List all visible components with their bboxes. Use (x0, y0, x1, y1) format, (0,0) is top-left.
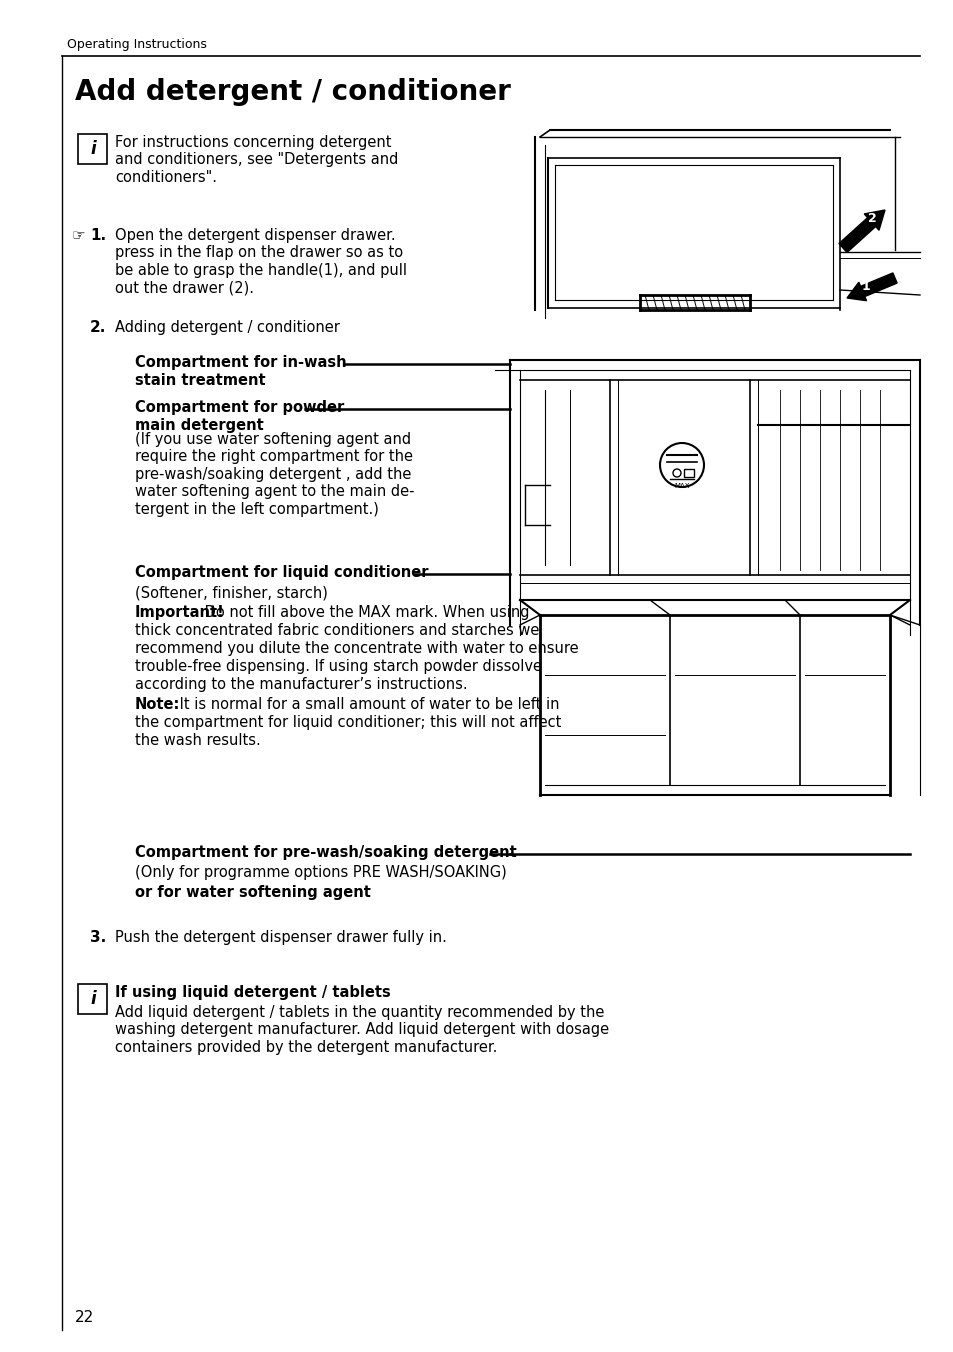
Bar (683, 469, 693, 477)
Text: 1: 1 (861, 280, 869, 293)
Text: Compartment for liquid conditioner: Compartment for liquid conditioner (135, 565, 428, 580)
Text: Adding detergent / conditioner: Adding detergent / conditioner (115, 320, 339, 335)
Text: Add liquid detergent / tablets in the quantity recommended by the
washing deterg: Add liquid detergent / tablets in the qu… (115, 1005, 608, 1055)
Text: Compartment for powder: Compartment for powder (135, 400, 344, 415)
Text: It is normal for a small amount of water to be left in: It is normal for a small amount of water… (174, 698, 558, 713)
Text: trouble-free dispensing. If using starch powder dissolve: trouble-free dispensing. If using starch… (135, 658, 541, 675)
FancyArrow shape (838, 210, 884, 253)
Text: 1.: 1. (90, 228, 106, 243)
Text: recommend you dilute the concentrate with water to ensure: recommend you dilute the concentrate wit… (135, 641, 578, 656)
Text: 2.: 2. (90, 320, 107, 335)
Text: Note:: Note: (135, 698, 180, 713)
Text: For instructions concerning detergent
and conditioners, see "Detergents and
cond: For instructions concerning detergent an… (115, 135, 398, 185)
Text: the compartment for liquid conditioner; this will not affect: the compartment for liquid conditioner; … (135, 715, 560, 730)
Text: Important!: Important! (135, 604, 225, 621)
Text: Push the detergent dispenser drawer fully in.: Push the detergent dispenser drawer full… (115, 930, 446, 945)
Text: thick concentrated fabric conditioners and starches we: thick concentrated fabric conditioners a… (135, 623, 538, 638)
Text: according to the manufacturer’s instructions.: according to the manufacturer’s instruct… (135, 677, 467, 692)
Text: (Only for programme options PRE WASH/SOAKING): (Only for programme options PRE WASH/SOA… (135, 865, 506, 880)
Text: i: i (90, 990, 95, 1009)
Text: main detergent: main detergent (135, 418, 263, 433)
Text: Compartment for pre-wash/soaking detergent: Compartment for pre-wash/soaking deterge… (135, 845, 517, 860)
FancyBboxPatch shape (78, 134, 108, 164)
Text: 22: 22 (75, 1310, 94, 1325)
Text: 2: 2 (866, 211, 876, 224)
Text: Open the detergent dispenser drawer.
press in the flap on the drawer so as to
be: Open the detergent dispenser drawer. pre… (115, 228, 407, 295)
Text: stain treatment: stain treatment (135, 373, 265, 388)
Text: 3.: 3. (90, 930, 106, 945)
Text: MAX: MAX (674, 483, 689, 489)
Text: If using liquid detergent / tablets: If using liquid detergent / tablets (115, 986, 391, 1000)
Text: Do not fill above the MAX mark. When using: Do not fill above the MAX mark. When usi… (200, 604, 529, 621)
Text: or for water softening agent: or for water softening agent (135, 886, 371, 900)
FancyBboxPatch shape (78, 983, 108, 1014)
Text: ☞: ☞ (71, 228, 86, 243)
Text: (Softener, finisher, starch): (Softener, finisher, starch) (135, 585, 328, 600)
Text: Add detergent / conditioner: Add detergent / conditioner (75, 78, 511, 105)
Text: Compartment for in-wash: Compartment for in-wash (135, 356, 346, 370)
Text: Operating Instructions: Operating Instructions (67, 38, 207, 51)
FancyArrow shape (846, 273, 896, 300)
Text: the wash results.: the wash results. (135, 733, 260, 748)
Text: (If you use water softening agent and
require the right compartment for the
pre-: (If you use water softening agent and re… (135, 433, 414, 516)
Text: i: i (90, 141, 95, 158)
